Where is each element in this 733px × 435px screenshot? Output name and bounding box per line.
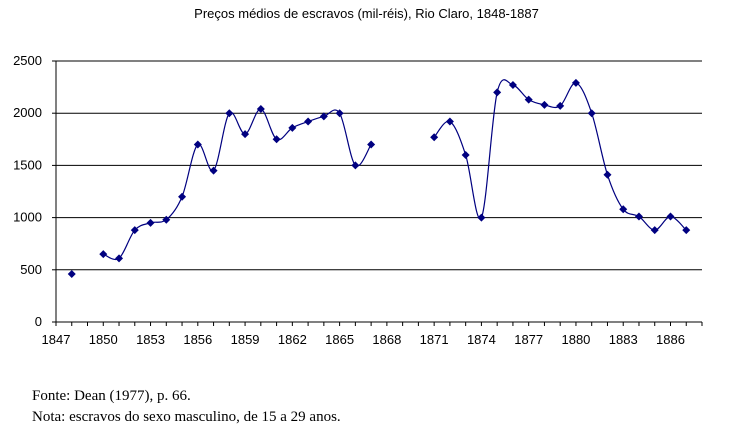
- data-point-1853: [146, 218, 155, 227]
- data-point-1885: [650, 226, 659, 235]
- data-point-1860: [256, 105, 265, 114]
- tick-labels: 0 500 1000 1500 2000 2500 1847 1850 1853 1856 1859…: [13, 53, 685, 347]
- data-point-1863: [304, 117, 313, 126]
- series-markers: [67, 78, 691, 278]
- price-line-chart: 0 500 1000 1500 2000 2500 1847 1850 1853 1856 1859…: [13, 53, 703, 347]
- data-point-1875: [493, 88, 502, 97]
- x-tick-label: 1847: [42, 332, 71, 347]
- y-tick-label: 2000: [13, 105, 42, 120]
- data-point-1881: [587, 109, 596, 118]
- source-note: Fonte: Dean (1977), p. 66.: [32, 388, 191, 404]
- data-point-1865: [335, 109, 344, 118]
- data-point-1883: [619, 205, 628, 214]
- y-tick-label: 500: [20, 262, 42, 277]
- data-point-1878: [540, 100, 549, 109]
- x-tick-label: 1886: [656, 332, 685, 347]
- data-point-1880: [571, 78, 580, 87]
- data-point-1848: [67, 269, 76, 278]
- data-point-1879: [556, 101, 565, 110]
- y-tick-label: 1000: [13, 210, 42, 225]
- footnote: Nota: escravos do sexo masculino, de 15 …: [32, 409, 341, 425]
- data-point-1882: [603, 170, 612, 179]
- data-point-1886: [666, 212, 675, 221]
- data-point-1856: [193, 140, 202, 149]
- x-tick-label: 1874: [467, 332, 496, 347]
- series-line: [103, 79, 687, 261]
- data-point-1876: [508, 81, 517, 90]
- data-point-1866: [351, 161, 360, 170]
- data-point-1871: [430, 133, 439, 142]
- data-point-1857: [209, 166, 218, 175]
- data-point-1855: [178, 192, 187, 201]
- data-point-1872: [445, 117, 454, 126]
- data-point-1884: [634, 212, 643, 221]
- x-tick-label: 1856: [183, 332, 212, 347]
- x-tick-label: 1850: [89, 332, 118, 347]
- data-point-1877: [524, 95, 533, 104]
- x-tick-label: 1862: [278, 332, 307, 347]
- data-point-1862: [288, 123, 297, 132]
- data-point-1864: [319, 112, 328, 121]
- chart-title: Preços médios de escravos (mil-réis), Ri…: [194, 6, 539, 21]
- x-tick-label: 1868: [372, 332, 401, 347]
- data-point-1858: [225, 109, 234, 118]
- x-tick-label: 1859: [231, 332, 260, 347]
- x-tick-label: 1865: [325, 332, 354, 347]
- data-point-1887: [682, 226, 691, 235]
- x-tick-label: 1877: [514, 332, 543, 347]
- data-point-1852: [130, 226, 139, 235]
- axes: [52, 60, 703, 326]
- data-point-1851: [115, 254, 124, 263]
- data-point-1873: [461, 150, 470, 159]
- y-tick-label: 2500: [13, 53, 42, 68]
- data-point-1854: [162, 215, 171, 224]
- x-tick-label: 1883: [609, 332, 638, 347]
- data-point-1861: [272, 135, 281, 144]
- x-tick-label: 1853: [136, 332, 165, 347]
- x-tick-label: 1871: [420, 332, 449, 347]
- data-point-1850: [99, 250, 108, 259]
- data-point-1867: [367, 140, 376, 149]
- data-point-1859: [241, 130, 250, 139]
- series-line-segment-3: [433, 79, 687, 231]
- x-tick-label: 1880: [561, 332, 590, 347]
- y-tick-label: 0: [35, 314, 42, 329]
- data-point-1874: [477, 213, 486, 222]
- series-line-segment-2: [103, 108, 372, 261]
- y-tick-label: 1500: [13, 157, 42, 172]
